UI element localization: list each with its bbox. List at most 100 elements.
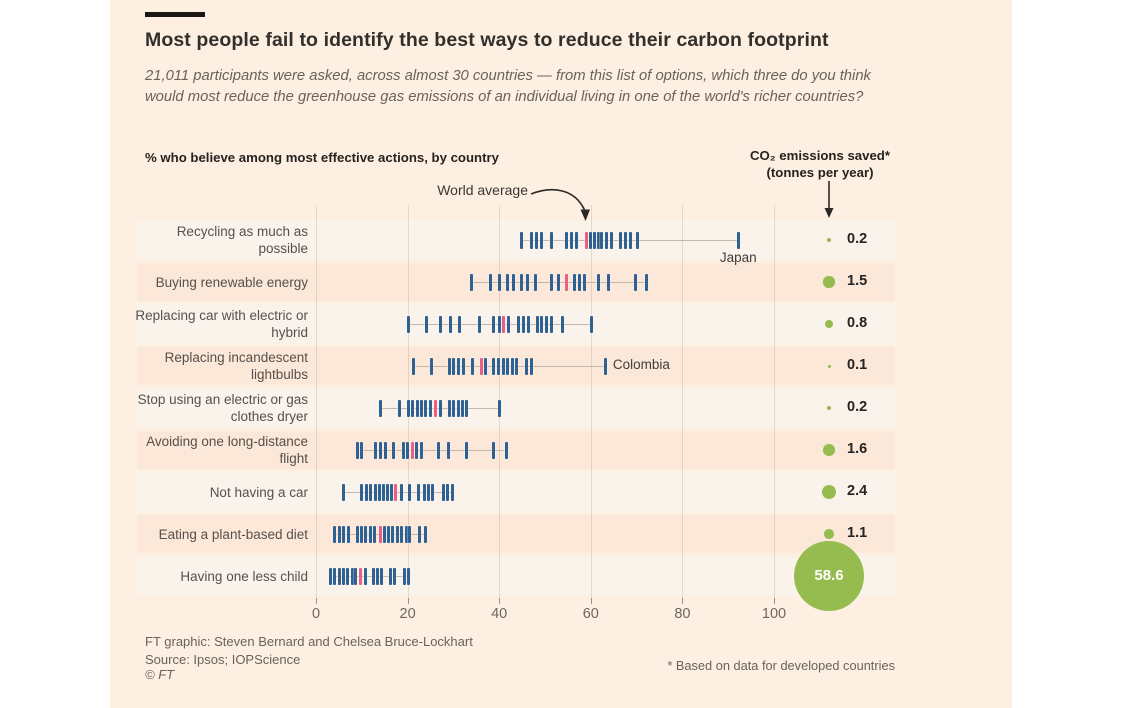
country-tick: [329, 567, 333, 585]
country-tick: [415, 441, 419, 459]
co2-dot: [824, 529, 834, 539]
country-tick: [424, 399, 428, 417]
country-tick: [565, 231, 569, 249]
country-tick: [596, 273, 600, 291]
country-tick: [573, 273, 577, 291]
country-tick: [556, 273, 560, 291]
co2-dot: [826, 405, 832, 411]
country-tick: [341, 567, 345, 585]
country-tick: [337, 567, 341, 585]
country-tick: [436, 441, 440, 459]
co2-dot: [823, 444, 835, 456]
country-tick: [369, 483, 373, 501]
country-tick: [441, 483, 445, 501]
co2-value: 2.4: [847, 483, 868, 499]
country-tick: [448, 315, 452, 333]
country-tick: [406, 567, 410, 585]
country-tick: [383, 441, 387, 459]
country-tick: [497, 399, 501, 417]
range-line: [413, 366, 606, 367]
country-tick: [505, 441, 509, 459]
axis-tick-label: 80: [674, 606, 691, 622]
country-tick: [618, 231, 622, 249]
country-tick: [521, 315, 525, 333]
country-tick: [392, 441, 396, 459]
row-band: [137, 389, 895, 427]
co2-dot: 58.6: [793, 540, 864, 611]
co2-dot: [821, 484, 837, 500]
co2-value: 0.2: [847, 399, 868, 415]
country-tick: [379, 441, 383, 459]
country-tick: [400, 483, 404, 501]
country-tick: [420, 441, 424, 459]
country-tick: [452, 357, 456, 375]
country-tick: [736, 231, 740, 249]
gridline: [774, 205, 775, 598]
co2-value: 1.6: [847, 441, 868, 457]
co2-dot: [824, 319, 834, 329]
country-tick: [589, 231, 593, 249]
country-tick: [510, 357, 514, 375]
country-tick: [360, 441, 364, 459]
co2-dot: [826, 237, 832, 243]
country-tick: [461, 399, 465, 417]
country-tick: [570, 231, 574, 249]
country-tick: [392, 567, 396, 585]
country-tick: [378, 399, 382, 417]
country-tick: [491, 441, 495, 459]
country-tick: [533, 273, 537, 291]
country-tick: [422, 483, 426, 501]
country-tick: [600, 231, 604, 249]
country-tick: [498, 273, 502, 291]
row-label: Replacing incandescent lightbulbs: [164, 350, 308, 382]
country-tick: [415, 399, 419, 417]
country-annotation: Japan: [719, 250, 757, 265]
country-tick: [355, 525, 359, 543]
country-tick: [457, 315, 461, 333]
country-tick: [497, 315, 501, 333]
graphic-credit: FT graphic: Steven Bernard and Chelsea B…: [145, 634, 473, 649]
country-tick: [450, 483, 454, 501]
country-tick: [452, 399, 456, 417]
world-average-tick: [584, 231, 588, 249]
country-tick: [464, 441, 468, 459]
country-tick: [516, 315, 520, 333]
country-tick: [506, 357, 510, 375]
country-tick: [610, 231, 614, 249]
country-tick: [501, 357, 505, 375]
co2-heading-line1: CO₂ emissions saved*: [750, 148, 890, 163]
world-average-tick: [378, 525, 382, 543]
country-annotation: Colombia: [612, 357, 670, 372]
axis-tick-label: 0: [311, 606, 321, 622]
country-tick: [388, 567, 392, 585]
row-label: Avoiding one long-distance flight: [146, 434, 308, 466]
country-tick: [381, 483, 385, 501]
country-tick: [628, 231, 632, 249]
country-tick: [578, 273, 582, 291]
country-tick: [540, 315, 544, 333]
country-tick: [446, 483, 450, 501]
country-tick: [438, 399, 442, 417]
world-average-tick: [480, 357, 484, 375]
country-tick: [430, 357, 434, 375]
country-tick: [527, 315, 530, 333]
ft-top-rule: [145, 12, 205, 17]
world-average-annotation: World average: [437, 182, 528, 198]
country-tick: [354, 567, 358, 585]
country-tick: [376, 567, 380, 585]
country-tick: [400, 525, 404, 543]
country-tick: [408, 525, 412, 543]
country-tick: [583, 273, 587, 291]
country-tick: [550, 315, 554, 333]
country-tick: [456, 399, 460, 417]
country-tick: [478, 315, 482, 333]
row-label: Not having a car: [209, 484, 308, 500]
axis-tick-label: 40: [491, 606, 508, 622]
country-tick: [549, 273, 553, 291]
country-tick: [519, 273, 523, 291]
world-average-tick: [359, 567, 363, 585]
country-tick: [346, 567, 350, 585]
world-average-tick: [433, 399, 437, 417]
